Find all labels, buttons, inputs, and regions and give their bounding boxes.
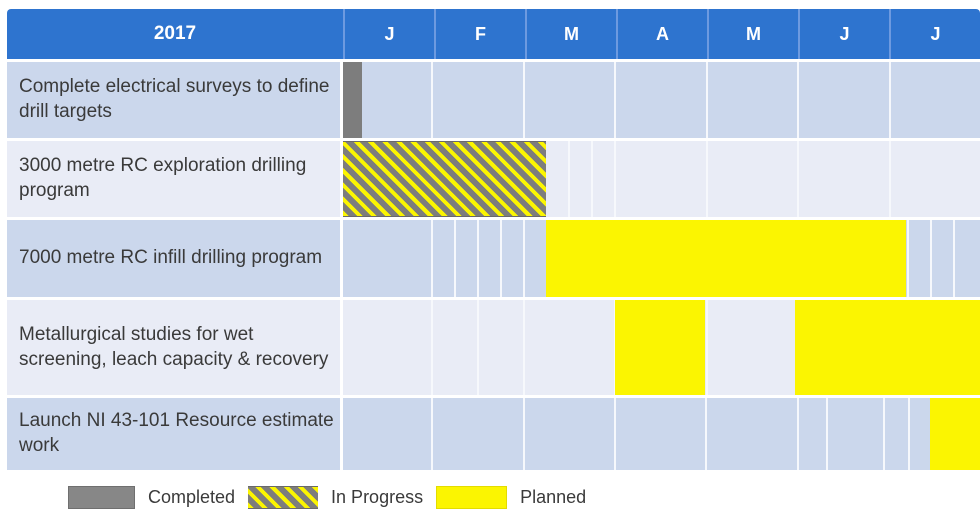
task-label: 7000 metre RC infill drilling program xyxy=(19,247,323,269)
task-label-cell: 7000 metre RC infill drilling program xyxy=(7,220,340,297)
legend-item: In Progress xyxy=(248,486,423,509)
grid-divider xyxy=(522,62,525,138)
task-label: Launch NI 43-101 Resource estimate work xyxy=(19,410,334,456)
grid-divider xyxy=(705,398,707,470)
month-header-cell: M xyxy=(525,9,616,59)
legend-label: In Progress xyxy=(331,487,424,507)
month-header-cell: F xyxy=(434,9,525,59)
month-header-cell: J xyxy=(798,9,889,59)
legend-label: Planned xyxy=(520,487,587,507)
grid-divider xyxy=(613,141,616,217)
grid-divider xyxy=(431,300,433,395)
row-timeline xyxy=(343,398,980,470)
grid-divider xyxy=(431,398,433,470)
legend-swatch-planned xyxy=(436,486,508,509)
gantt-bar-planned xyxy=(795,300,980,395)
grid-divider xyxy=(522,220,525,297)
grid-divider xyxy=(431,220,433,297)
legend-item: Planned xyxy=(436,486,586,509)
grid-divider xyxy=(888,62,891,138)
legend: Completed In Progress Planned xyxy=(68,486,599,509)
task-row: 3000 metre RC exploration drilling progr… xyxy=(7,141,980,217)
gantt-body: Complete electrical surveys to define dr… xyxy=(7,62,980,470)
legend-swatch-completed xyxy=(68,486,135,509)
month-header-cell: M xyxy=(707,9,798,59)
grid-divider xyxy=(952,220,955,297)
grid-divider xyxy=(797,141,799,217)
grid-divider xyxy=(476,300,479,395)
grid-divider xyxy=(613,398,616,470)
grid-divider xyxy=(882,398,885,470)
task-row: Complete electrical surveys to define dr… xyxy=(7,62,980,138)
row-timeline xyxy=(343,141,980,217)
grid-divider xyxy=(888,141,891,217)
row-timeline xyxy=(343,62,980,138)
grid-divider xyxy=(825,398,828,470)
gantt-bar-planned xyxy=(614,300,705,395)
grid-divider xyxy=(613,62,616,138)
grid-divider xyxy=(522,300,525,395)
grid-divider xyxy=(706,141,708,217)
gantt-bar-completed xyxy=(343,62,362,138)
grid-divider xyxy=(453,220,456,297)
grid-divider xyxy=(431,62,433,138)
grid-divider xyxy=(706,300,708,395)
task-label-cell: Metallurgical studies for wet screening,… xyxy=(7,300,340,395)
month-header-cell: J xyxy=(889,9,980,59)
task-row: Launch NI 43-101 Resource estimate work xyxy=(7,398,980,470)
gantt-bar-in-progress xyxy=(343,141,546,217)
task-label: Metallurgical studies for wet screening,… xyxy=(19,323,329,370)
grid-divider xyxy=(568,141,570,217)
grid-divider xyxy=(930,220,932,297)
grid-divider xyxy=(706,62,708,138)
grid-divider xyxy=(522,398,525,470)
gantt-bar-planned xyxy=(545,220,906,297)
task-row: Metallurgical studies for wet screening,… xyxy=(7,300,980,395)
legend-item: Completed xyxy=(68,486,235,509)
grid-divider xyxy=(476,220,479,297)
month-header-cell: J xyxy=(343,9,434,59)
legend-label: Completed xyxy=(148,487,236,507)
task-row: 7000 metre RC infill drilling program xyxy=(7,220,980,297)
row-timeline xyxy=(343,300,980,395)
grid-divider xyxy=(500,220,502,297)
legend-swatch-in-progress xyxy=(248,486,319,509)
task-label: 3000 metre RC exploration drilling progr… xyxy=(19,155,307,201)
grid-divider xyxy=(907,398,910,470)
grid-divider xyxy=(797,62,799,138)
row-timeline xyxy=(343,220,980,297)
month-header-cell: A xyxy=(616,9,707,59)
grid-divider xyxy=(797,398,799,470)
grid-divider xyxy=(590,141,593,217)
task-label-cell: Complete electrical surveys to define dr… xyxy=(7,62,340,138)
task-label: Complete electrical surveys to define dr… xyxy=(19,76,330,122)
task-label-cell: 3000 metre RC exploration drilling progr… xyxy=(7,141,340,217)
gantt-bar-planned xyxy=(930,398,980,470)
grid-divider xyxy=(906,220,909,297)
task-label-cell: Launch NI 43-101 Resource estimate work xyxy=(7,398,340,470)
year-header-cell: 2017 xyxy=(7,9,343,59)
